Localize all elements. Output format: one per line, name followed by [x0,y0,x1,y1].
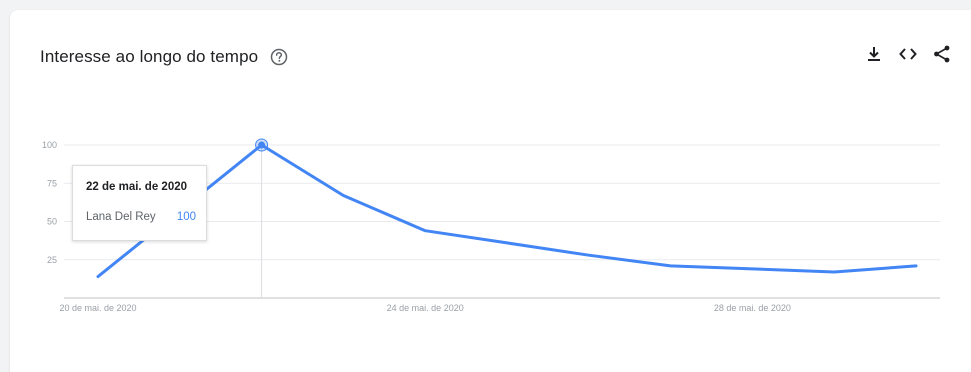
help-circle-icon[interactable] [270,48,288,66]
x-tick-label: 28 de mai. de 2020 [714,303,791,313]
chart-tooltip: 22 de mai. de 2020 Lana Del Rey 100 [72,165,207,241]
panel-title: Interesse ao longo do tempo [40,47,259,66]
y-tick-label: 25 [47,255,57,265]
tooltip-series-value: 100 [176,211,196,223]
x-tick-label: 24 de mai. de 2020 [387,303,464,313]
tooltip-date: 22 de mai. de 2020 [86,181,188,193]
panel-actions [864,44,952,64]
embed-icon[interactable] [898,44,918,64]
y-tick-label: 50 [47,217,57,227]
series-line-lana-del-rey [96,143,918,279]
y-tick-label: 75 [47,178,57,188]
highlight-point [258,141,266,149]
download-icon[interactable] [864,44,884,64]
tooltip-series-name: Lana Del Rey [86,211,156,223]
y-tick-label: 100 [42,140,57,150]
share-icon[interactable] [932,44,952,64]
panel-header: Interesse ao longo do tempo [40,45,288,69]
x-tick-label: 20 de mai. de 2020 [59,303,136,313]
tooltip-row: Lana Del Rey 100 [86,211,196,223]
